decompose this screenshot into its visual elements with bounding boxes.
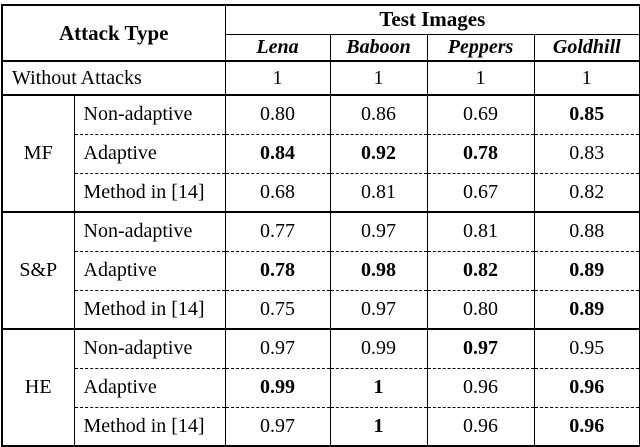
attack-type-header: Attack Type [1, 4, 226, 62]
row-he-method-14: Method in [14] 0.97 1 0.96 0.96 [2, 406, 640, 447]
attack-label: Method in [14] [73, 406, 226, 447]
value-cell: 0.85 [533, 94, 640, 135]
col-header-peppers: Peppers [426, 33, 535, 62]
test-images-header: Test Images [224, 4, 640, 35]
value-cell: 0.96 [426, 406, 535, 447]
value-cell: 0.80 [426, 289, 535, 330]
value-cell: 0.97 [329, 289, 428, 330]
group-label-mf: MF [1, 94, 75, 213]
value-cell: 0.97 [224, 328, 331, 369]
row-he-non-adaptive: HE Non-adaptive 0.97 0.99 0.97 0.95 [1, 328, 640, 447]
value-cell: 0.98 [329, 250, 428, 291]
value-cell: 1 [533, 60, 640, 96]
attack-label: Method in [14] [73, 289, 226, 330]
value-cell: 1 [329, 60, 428, 96]
value-cell: 0.96 [533, 367, 640, 408]
value-cell: 0.83 [533, 133, 640, 174]
value-cell: 0.97 [224, 406, 331, 447]
without-attacks-label: Without Attacks [1, 60, 226, 96]
group-label-sp: S&P [1, 211, 75, 330]
row-sp-non-adaptive: S&P Non-adaptive 0.77 0.97 0.81 0.88 [1, 211, 640, 330]
value-cell: 0.82 [533, 172, 640, 213]
value-cell: 1 [329, 406, 428, 447]
value-cell: 0.89 [533, 289, 640, 330]
value-cell: 0.86 [329, 94, 428, 135]
value-cell: 0.88 [533, 211, 640, 252]
value-cell: 0.97 [426, 328, 535, 369]
header-row-1: Attack Type Test Images [1, 4, 640, 62]
value-cell: 0.82 [426, 250, 535, 291]
value-cell: 0.96 [426, 367, 535, 408]
header-row-2: Lena Baboon Peppers Goldhill [2, 33, 640, 62]
row-mf-non-adaptive: MF Non-adaptive 0.80 0.86 0.69 0.85 [1, 94, 640, 213]
value-cell: 0.96 [533, 406, 640, 447]
attack-label: Method in [14] [73, 172, 226, 213]
value-cell: 0.68 [224, 172, 331, 213]
row-he-adaptive: Adaptive 0.99 1 0.96 0.96 [2, 367, 640, 408]
value-cell: 0.95 [533, 328, 640, 369]
value-cell: 0.78 [426, 133, 535, 174]
row-mf-adaptive: Adaptive 0.84 0.92 0.78 0.83 [2, 133, 640, 174]
row-mf-method-14: Method in [14] 0.68 0.81 0.67 0.82 [2, 172, 640, 213]
value-cell: 0.99 [224, 367, 331, 408]
value-cell: 1 [426, 60, 535, 96]
value-cell: 0.97 [329, 211, 428, 252]
row-sp-adaptive: Adaptive 0.78 0.98 0.82 0.89 [2, 250, 640, 291]
col-header-goldhill: Goldhill [533, 33, 640, 62]
attack-label: Non-adaptive [73, 211, 226, 252]
attack-label: Adaptive [73, 250, 226, 291]
value-cell: 1 [224, 60, 331, 96]
attack-label: Non-adaptive [73, 94, 226, 135]
value-cell: 0.99 [329, 328, 428, 369]
value-cell: 0.81 [426, 211, 535, 252]
results-table: Attack Type Test Images Lena Baboon Pepp… [1, 4, 640, 447]
attack-label: Non-adaptive [73, 328, 226, 369]
group-label-he: HE [1, 328, 75, 447]
row-without-attacks: Without Attacks 1 1 1 1 [1, 60, 640, 96]
value-cell: 1 [329, 367, 428, 408]
value-cell: 0.75 [224, 289, 331, 330]
value-cell: 0.67 [426, 172, 535, 213]
attack-label: Adaptive [73, 133, 226, 174]
value-cell: 0.92 [329, 133, 428, 174]
value-cell: 0.81 [329, 172, 428, 213]
value-cell: 0.80 [224, 94, 331, 135]
attack-label: Adaptive [73, 367, 226, 408]
col-header-lena: Lena [224, 33, 331, 62]
col-header-baboon: Baboon [329, 33, 428, 62]
row-sp-method-14: Method in [14] 0.75 0.97 0.80 0.89 [2, 289, 640, 330]
value-cell: 0.77 [224, 211, 331, 252]
value-cell: 0.78 [224, 250, 331, 291]
value-cell: 0.69 [426, 94, 535, 135]
value-cell: 0.84 [224, 133, 331, 174]
value-cell: 0.89 [533, 250, 640, 291]
